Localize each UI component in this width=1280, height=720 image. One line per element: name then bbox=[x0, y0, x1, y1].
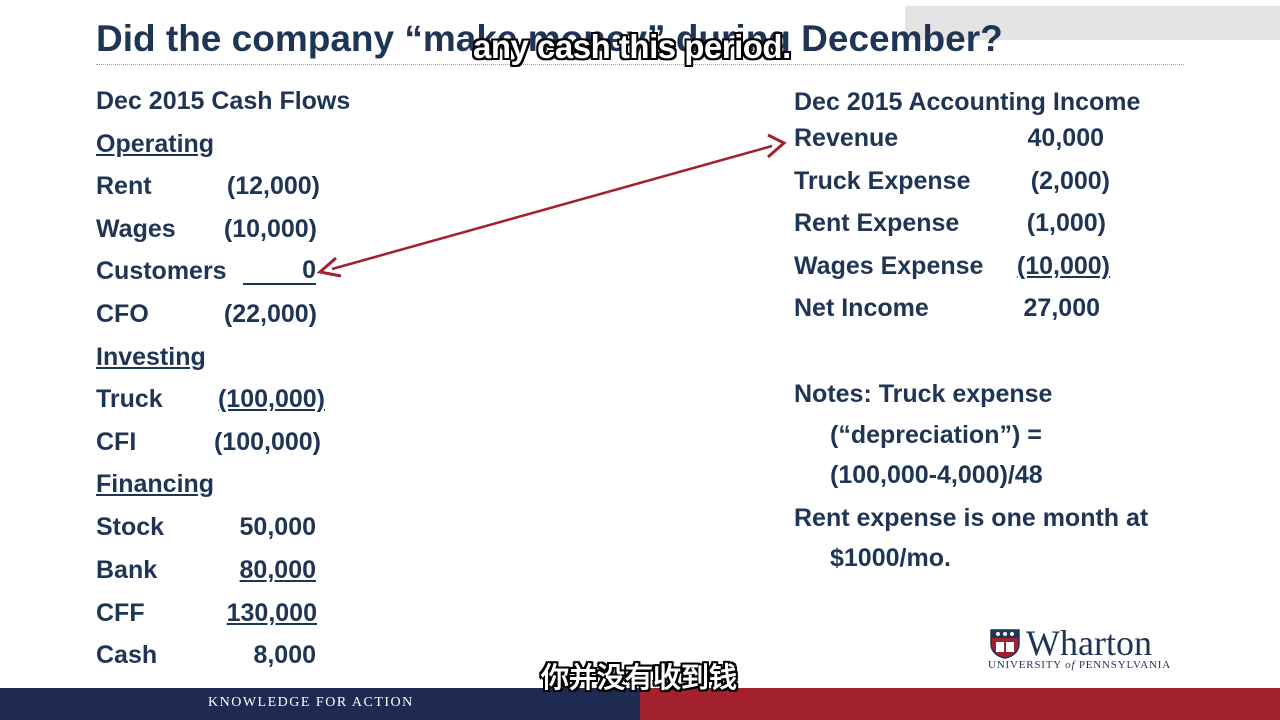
row-value-wages: (10,000) bbox=[223, 215, 317, 243]
row-label-stock: Stock bbox=[96, 513, 165, 541]
arrow-line bbox=[331, 144, 773, 271]
footer-tagline: KNOWLEDGE FOR ACTION bbox=[208, 695, 414, 710]
wharton-logo: Wharton UNIVERSITY of PENNSYLVANIA bbox=[988, 623, 1188, 672]
income-value-rent-expense: (1,000) bbox=[1026, 209, 1106, 237]
row-value-rent: (12,000) bbox=[226, 172, 320, 200]
row-value-cfi: (100,000) bbox=[213, 428, 321, 456]
logo-university: UNIVERSITY of PENNSYLVANIA bbox=[988, 659, 1171, 671]
row-label-truck: Truck bbox=[96, 385, 163, 413]
income-value-wages-expense: (10,000) bbox=[1016, 252, 1110, 280]
notes-line-2: (“depreciation”) = bbox=[830, 421, 1042, 449]
row-label-cash: Cash bbox=[96, 641, 158, 669]
subtitle-chinese: 你并没有收到钱 bbox=[541, 661, 738, 694]
investing-heading: Investing bbox=[96, 343, 206, 371]
row-label-customers: Customers bbox=[96, 257, 227, 285]
income-label-wages-expense: Wages Expense bbox=[794, 252, 984, 280]
logo-wordmark: Wharton bbox=[1026, 623, 1152, 663]
financing-heading: Financing bbox=[96, 470, 215, 498]
arrow-head-left bbox=[316, 256, 342, 278]
row-value-stock: 50,000 bbox=[239, 513, 316, 541]
income-heading: Dec 2015 Accounting Income bbox=[794, 88, 1141, 116]
shield-icon bbox=[990, 629, 1020, 659]
row-label-bank: Bank bbox=[96, 556, 158, 584]
row-value-cash: 8,000 bbox=[253, 641, 316, 669]
income-value-revenue: 40,000 bbox=[1027, 124, 1104, 152]
notes-line-1: Notes: Truck expense bbox=[794, 380, 1053, 408]
row-value-cff: 130,000 bbox=[226, 599, 317, 627]
subtitle-english: any cash this period. bbox=[473, 28, 791, 65]
title-divider bbox=[96, 64, 1184, 65]
row-label-cfi: CFI bbox=[96, 428, 137, 456]
income-label-truck-expense: Truck Expense bbox=[794, 167, 971, 195]
title-overlay-box bbox=[905, 6, 1280, 40]
row-value-bank: 80,000 bbox=[239, 556, 316, 584]
notes-line-5: $1000/mo. bbox=[830, 544, 951, 572]
arrow-head-right bbox=[767, 133, 787, 159]
row-label-wages: Wages bbox=[96, 215, 176, 243]
row-value-cfo: (22,000) bbox=[223, 300, 317, 328]
row-label-cff: CFF bbox=[96, 599, 145, 627]
row-label-cfo: CFO bbox=[96, 300, 149, 328]
income-label-revenue: Revenue bbox=[794, 124, 899, 152]
operating-heading: Operating bbox=[96, 130, 215, 158]
income-value-truck-expense: (2,000) bbox=[1030, 167, 1110, 195]
row-label-rent: Rent bbox=[96, 172, 152, 200]
notes-line-4: Rent expense is one month at bbox=[794, 504, 1149, 532]
income-label-net-income: Net Income bbox=[794, 294, 929, 322]
row-value-customers: 0 bbox=[243, 257, 316, 285]
income-value-net-income: 27,000 bbox=[1023, 294, 1100, 322]
footer-bar-red bbox=[640, 688, 1280, 720]
notes-line-3: (100,000-4,000)/48 bbox=[830, 461, 1043, 489]
row-value-truck: (100,000) bbox=[217, 385, 325, 413]
cash-flows-heading: Dec 2015 Cash Flows bbox=[96, 87, 351, 115]
slide-title: Did the company “make money” during Dece… bbox=[96, 18, 1003, 59]
income-label-rent-expense: Rent Expense bbox=[794, 209, 960, 237]
footer-bar-blue bbox=[0, 688, 640, 720]
